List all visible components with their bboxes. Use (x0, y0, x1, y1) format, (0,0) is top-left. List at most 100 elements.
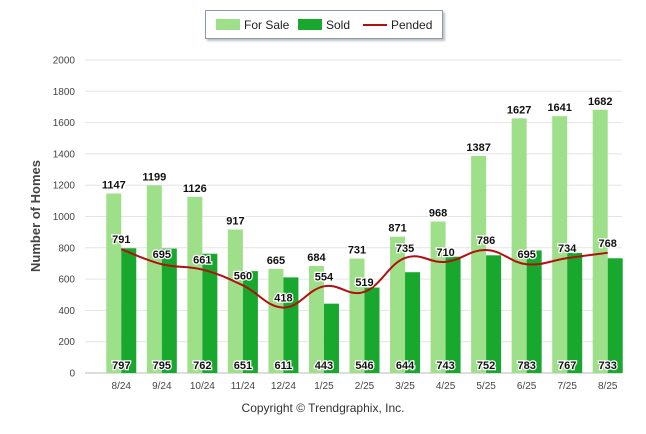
label-sold: 733 (599, 360, 617, 372)
label-pended: 695 (517, 249, 535, 261)
legend-label-for-sale: For Sale (244, 17, 290, 32)
label-sold: 651 (234, 360, 252, 372)
bar-for-sale (430, 221, 446, 373)
label-for-sale: 684 (307, 252, 326, 264)
label-for-sale: 731 (348, 245, 366, 257)
y-tick-label: 1600 (53, 118, 76, 129)
bar-sold (526, 250, 542, 373)
bar-sold (445, 256, 461, 373)
label-for-sale: 665 (267, 255, 285, 267)
label-sold: 783 (517, 360, 535, 372)
bar-sold (283, 277, 299, 373)
x-tick-label: 3/25 (395, 381, 415, 392)
y-tick-label: 800 (58, 243, 75, 254)
label-sold: 644 (396, 360, 415, 372)
bar-sold (202, 253, 218, 373)
x-tick-label: 8/24 (112, 381, 132, 392)
label-pended: 554 (315, 271, 334, 283)
label-sold: 743 (436, 360, 454, 372)
label-sold: 546 (355, 360, 373, 372)
label-pended: 710 (436, 247, 454, 259)
x-tick-label: 10/24 (190, 381, 215, 392)
bars (106, 109, 623, 373)
bar-for-sale (268, 268, 284, 373)
label-for-sale: 1641 (547, 102, 571, 114)
x-tick-label: 5/25 (476, 381, 496, 392)
label-pended: 768 (599, 238, 617, 250)
legend-item-for-sale[interactable]: For Sale (216, 11, 289, 38)
bar-for-sale (349, 258, 365, 373)
label-pended: 786 (477, 235, 495, 247)
x-tick-label: 9/24 (152, 381, 172, 392)
x-tick-label: 8/25 (598, 381, 618, 392)
bar-for-sale (471, 155, 487, 373)
bar-for-sale (146, 185, 162, 373)
bar-sold (364, 287, 380, 373)
label-pended: 418 (274, 293, 292, 305)
label-sold: 795 (153, 360, 171, 372)
sold-swatch (298, 19, 322, 30)
legend-item-pended[interactable]: Pended (363, 11, 432, 38)
label-pended: 791 (112, 234, 130, 246)
bar-for-sale (308, 265, 324, 373)
label-for-sale: 1627 (507, 104, 531, 116)
y-tick-label: 1000 (53, 212, 76, 223)
bar-for-sale (187, 196, 203, 373)
legend-label-pended: Pended (391, 17, 433, 32)
label-for-sale: 1147 (102, 179, 126, 191)
x-tick-label: 7/25 (557, 381, 577, 392)
label-pended: 734 (558, 243, 577, 255)
y-axis-ticks: 0 200 400 600 800 1000 1200 1400 1600 1800 2000 (53, 56, 76, 380)
label-sold: 767 (558, 360, 576, 372)
x-axis-ticks: 8/24 9/24 10/24 11/24 12/24 1/25 2/25 3/25 4/25 5… (112, 381, 618, 392)
label-sold: 611 (275, 360, 293, 372)
bar-sold (607, 258, 623, 373)
legend-label-sold: Sold (326, 17, 351, 32)
x-tick-label: 1/25 (314, 381, 334, 392)
pended-series-line (120, 248, 608, 309)
label-for-sale: 1387 (466, 142, 490, 154)
legend-item-sold[interactable]: Sold (298, 11, 350, 38)
y-tick-label: 2000 (53, 56, 76, 67)
x-tick-label: 11/24 (231, 381, 256, 392)
bar-sold (405, 272, 421, 373)
y-tick-label: 600 (58, 275, 75, 286)
label-pended: 519 (355, 277, 373, 289)
legend: For Sale Sold Pended (205, 10, 443, 39)
bar-for-sale (227, 229, 243, 373)
label-sold: 762 (193, 360, 211, 372)
bar-for-sale (552, 116, 568, 373)
bar-sold (567, 252, 583, 373)
bar-for-sale (106, 193, 122, 373)
x-tick-label: 6/25 (517, 381, 537, 392)
data-labels: 1147 797 791 1199 795 695 1126 762 661 917 651 560 6… (101, 95, 619, 374)
label-sold: 797 (112, 360, 130, 372)
label-sold: 443 (315, 360, 333, 372)
for-sale-swatch (216, 19, 240, 30)
y-tick-label: 200 (58, 337, 75, 348)
x-tick-label: 4/25 (436, 381, 456, 392)
label-pended: 695 (153, 249, 171, 261)
label-for-sale: 871 (388, 223, 406, 235)
label-pended: 560 (234, 270, 252, 282)
bar-sold (486, 255, 502, 373)
bar-for-sale (592, 109, 608, 373)
y-tick-label: 1400 (53, 149, 76, 160)
x-tick-label: 12/24 (271, 381, 296, 392)
y-tick-label: 1200 (53, 181, 76, 192)
label-for-sale: 917 (226, 215, 244, 227)
label-pended: 661 (193, 255, 211, 267)
label-sold: 752 (477, 360, 495, 372)
y-axis-label: Number of Homes (28, 160, 43, 272)
label-for-sale: 968 (429, 208, 447, 220)
label-for-sale: 1199 (142, 171, 166, 183)
bar-sold (242, 271, 258, 373)
bar-sold (323, 303, 339, 373)
bar-sold (121, 248, 137, 373)
bar-for-sale (511, 118, 527, 373)
label-for-sale: 1126 (183, 183, 207, 195)
label-pended: 735 (396, 243, 414, 255)
bar-for-sale (390, 236, 406, 373)
pended-line (120, 248, 608, 309)
